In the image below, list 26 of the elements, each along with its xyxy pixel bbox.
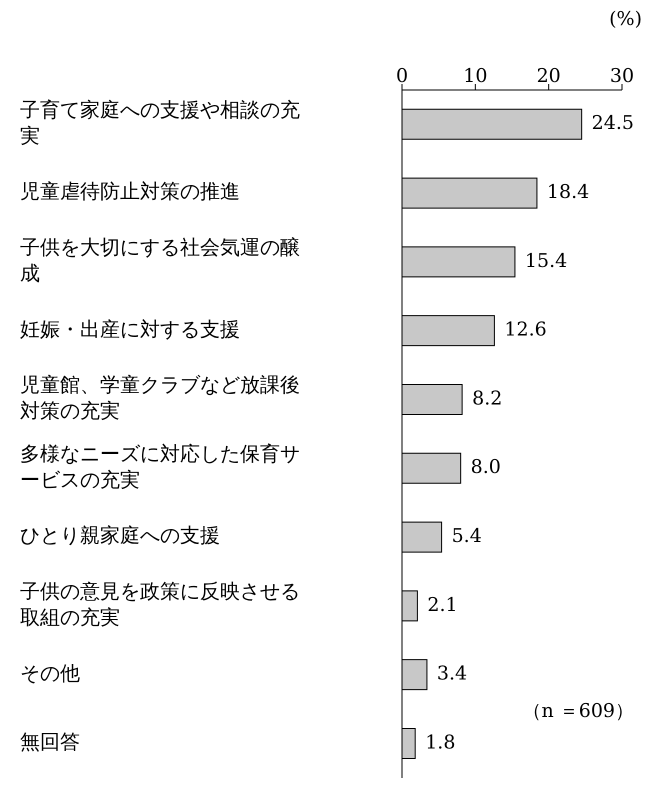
y-tick-label: ひとり親家庭への支援 <box>20 523 220 548</box>
x-tick-label: 30 <box>610 65 634 87</box>
y-tick-label: 無回答 <box>20 730 80 754</box>
y-tick-label: 子育て家庭への支援や相談の充実 <box>20 98 300 148</box>
data-label: 3.4 <box>436 662 468 685</box>
data-label: 2.1 <box>427 594 458 616</box>
data-label: 1.8 <box>425 731 456 754</box>
data-label: 18.4 <box>546 180 590 203</box>
y-tick-label: 児童虐待防止対策の推進 <box>20 179 240 204</box>
data-label: 8.2 <box>472 387 502 410</box>
data-label: 12.6 <box>504 318 547 341</box>
annotation: （n ＝609） <box>522 699 634 724</box>
x-tick-label: 20 <box>536 65 561 87</box>
y-tick-label: 子供の意見を政策に反映させる取組の充実 <box>20 579 300 630</box>
x-tick-label: 0 <box>396 65 408 87</box>
y-tick-label: 妊娠・出産に対する支援 <box>20 316 240 341</box>
data-label: 15.4 <box>524 250 568 272</box>
y-tick-label: 児童館、学童クラブなど放課後対策の充実 <box>20 372 300 423</box>
data-label: 24.5 <box>592 112 634 134</box>
x-axis-title: (%) <box>609 8 642 30</box>
data-label: 5.4 <box>452 524 482 547</box>
data-label: 8.0 <box>470 456 501 478</box>
x-tick-label: 10 <box>463 65 488 87</box>
y-tick-label: 子供を大切にする社会気運の醸成 <box>20 235 300 286</box>
y-tick-label: その他 <box>20 660 80 685</box>
y-tick-label: 多様なニーズに対応した保育サービスの充実 <box>20 442 300 492</box>
